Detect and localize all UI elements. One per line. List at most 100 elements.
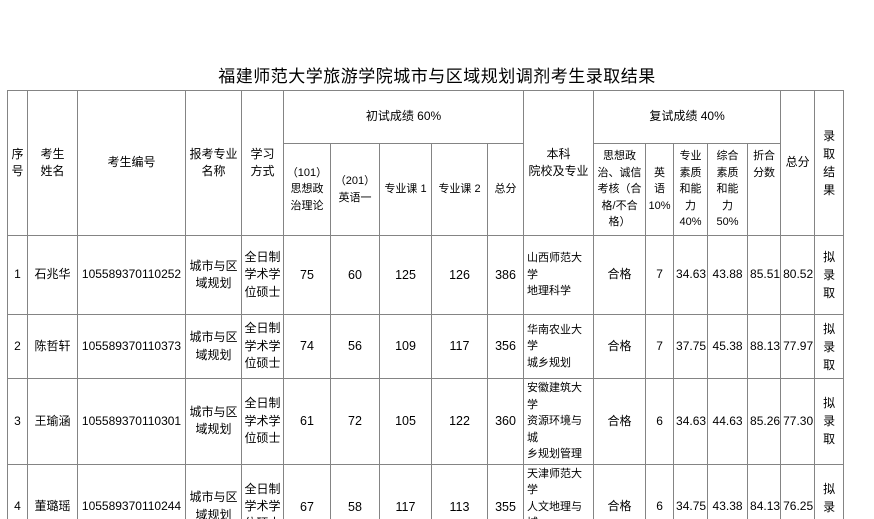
cell-comprehensive-score: 44.63 (707, 378, 749, 465)
cell-study-mode: 全日制学术学位硕士 (241, 235, 284, 315)
cell-grand-total: 80.52 (780, 235, 816, 315)
cell-initial-total: 356 (486, 314, 525, 379)
cell-retest-english: 7 (645, 314, 675, 379)
cell-admission-result: 拟录取 (814, 314, 845, 379)
cell-converted-score: 85.51 (747, 235, 782, 315)
cell-grand-total: 76.25 (780, 463, 816, 519)
cell-english-score: 72 (330, 378, 380, 465)
cell-retest-english: 6 (645, 378, 675, 465)
cell-course1-score: 117 (379, 463, 432, 519)
col-header-result: 录 取 结 果 (814, 90, 845, 236)
cell-integrity-check: 合格 (593, 314, 647, 379)
table-row: 3 王瑜涵 105589370110301 城市与区域规划 全日制学术学位硕士 … (7, 378, 845, 465)
cell-course1-score: 109 (379, 314, 432, 379)
cell-course1-score: 105 (379, 378, 432, 465)
cell-english-score: 60 (330, 235, 380, 315)
cell-candidate-no: 105589370110373 (77, 314, 186, 379)
col-header-candidate-no: 考生编号 (77, 90, 186, 236)
cell-seq: 2 (7, 314, 28, 379)
cell-retest-english: 7 (645, 235, 675, 315)
col-header-politics-101: （101） 思想政 治理论 (283, 143, 331, 236)
col-header-comprehensive: 综合 素质 和能 力 50% (707, 143, 749, 236)
col-header-professional: 专业 素质 和能 力 40% (673, 143, 709, 236)
cell-politics-score: 75 (283, 235, 331, 315)
cell-candidate-name: 石兆华 (27, 235, 78, 315)
col-group-retest: 复试成绩 40% (593, 90, 782, 144)
cell-initial-total: 386 (486, 235, 525, 315)
col-header-major: 报考专业 名称 (185, 90, 242, 236)
header-row-groups: 序 号 考生 姓名 考生编号 报考专业 名称 学习 方式 初试成绩 60% 本科… (7, 90, 845, 236)
col-header-course1: 专业课 1 (379, 143, 432, 236)
cell-course1-score: 125 (379, 235, 432, 315)
cell-course2-score: 126 (431, 235, 488, 315)
cell-major: 城市与区域规划 (185, 463, 242, 519)
cell-candidate-no: 105589370110244 (77, 463, 186, 519)
cell-study-mode: 全日制学术学位硕士 (241, 378, 284, 465)
cell-major: 城市与区域规划 (185, 235, 242, 315)
cell-study-mode: 全日制学术学位硕士 (241, 463, 284, 519)
cell-converted-score: 88.13 (747, 314, 782, 379)
col-header-english-201: （201） 英语一 (330, 143, 380, 236)
col-header-grand-total: 总分 (780, 90, 816, 236)
cell-candidate-name: 董璐瑶 (27, 463, 78, 519)
col-group-initial-exam: 初试成绩 60% (282, 90, 525, 144)
cell-integrity-check: 合格 (593, 463, 647, 519)
cell-undergrad: 山西师范大学 地理科学 (523, 235, 595, 315)
cell-candidate-no: 105589370110301 (77, 378, 186, 465)
cell-integrity-check: 合格 (593, 235, 647, 315)
cell-grand-total: 77.30 (780, 378, 816, 465)
header-row-subcolumns: （101） 思想政 治理论 （201） 英语一 专业课 1 专业课 2 总分 思… (8, 143, 844, 236)
cell-politics-score: 61 (283, 378, 331, 465)
cell-candidate-no: 105589370110252 (77, 235, 186, 315)
col-header-converted-score: 折合 分数 (747, 143, 782, 236)
cell-professional-score: 34.63 (673, 378, 709, 465)
cell-course2-score: 122 (431, 378, 488, 465)
cell-course2-score: 117 (431, 314, 488, 379)
cell-integrity-check: 合格 (593, 378, 647, 465)
cell-admission-result: 拟录取 (814, 378, 845, 465)
page-title: 福建师范大学旅游学院城市与区域规划调剂考生录取结果 (218, 67, 656, 86)
cell-grand-total: 77.97 (780, 314, 816, 379)
cell-undergrad: 天津师范大学 人文地理与城 乡规划 (523, 463, 595, 519)
cell-undergrad: 华南农业大学 城乡规划 (523, 314, 595, 379)
cell-admission-result: 拟录取 (814, 463, 845, 519)
cell-professional-score: 34.75 (673, 463, 709, 519)
cell-politics-score: 67 (283, 463, 331, 519)
cell-converted-score: 84.13 (747, 463, 782, 519)
cell-candidate-name: 陈哲轩 (27, 314, 78, 379)
cell-politics-score: 74 (283, 314, 331, 379)
admission-results-table: 序 号 考生 姓名 考生编号 报考专业 名称 学习 方式 初试成绩 60% 本科… (7, 90, 845, 519)
table-row: 2 陈哲轩 105589370110373 城市与区域规划 全日制学术学位硕士 … (7, 314, 845, 379)
cell-english-score: 58 (330, 463, 380, 519)
cell-candidate-name: 王瑜涵 (27, 378, 78, 465)
col-header-study-mode: 学习 方式 (241, 90, 284, 236)
cell-professional-score: 37.75 (673, 314, 709, 379)
cell-undergrad: 安徽建筑大学 资源环境与城 乡规划管理 (523, 378, 595, 465)
col-header-candidate-name: 考生 姓名 (27, 90, 78, 236)
cell-major: 城市与区域规划 (185, 314, 242, 379)
cell-comprehensive-score: 43.38 (707, 463, 749, 519)
cell-initial-total: 355 (486, 463, 525, 519)
cell-converted-score: 85.26 (747, 378, 782, 465)
cell-english-score: 56 (330, 314, 380, 379)
col-header-course2: 专业课 2 (431, 143, 488, 236)
col-header-seq: 序 号 (7, 90, 28, 236)
cell-seq: 3 (7, 378, 28, 465)
table-row: 1 石兆华 105589370110252 城市与区域规划 全日制学术学位硕士 … (7, 235, 845, 315)
cell-comprehensive-score: 45.38 (707, 314, 749, 379)
cell-admission-result: 拟录取 (814, 235, 845, 315)
col-header-undergrad: 本科 院校及专业 (523, 90, 595, 236)
cell-professional-score: 34.63 (673, 235, 709, 315)
col-header-retest-english: 英 语 10% (645, 143, 675, 236)
cell-initial-total: 360 (486, 378, 525, 465)
col-header-integrity-check: 思想政 治、诚信 考核（合 格/不合 格） (593, 143, 647, 236)
cell-course2-score: 113 (431, 463, 488, 519)
cell-study-mode: 全日制学术学位硕士 (241, 314, 284, 379)
table-row: 4 董璐瑶 105589370110244 城市与区域规划 全日制学术学位硕士 … (7, 463, 845, 519)
cell-major: 城市与区域规划 (185, 378, 242, 465)
cell-seq: 4 (7, 463, 28, 519)
cell-comprehensive-score: 43.88 (707, 235, 749, 315)
cell-seq: 1 (7, 235, 28, 315)
cell-retest-english: 6 (645, 463, 675, 519)
